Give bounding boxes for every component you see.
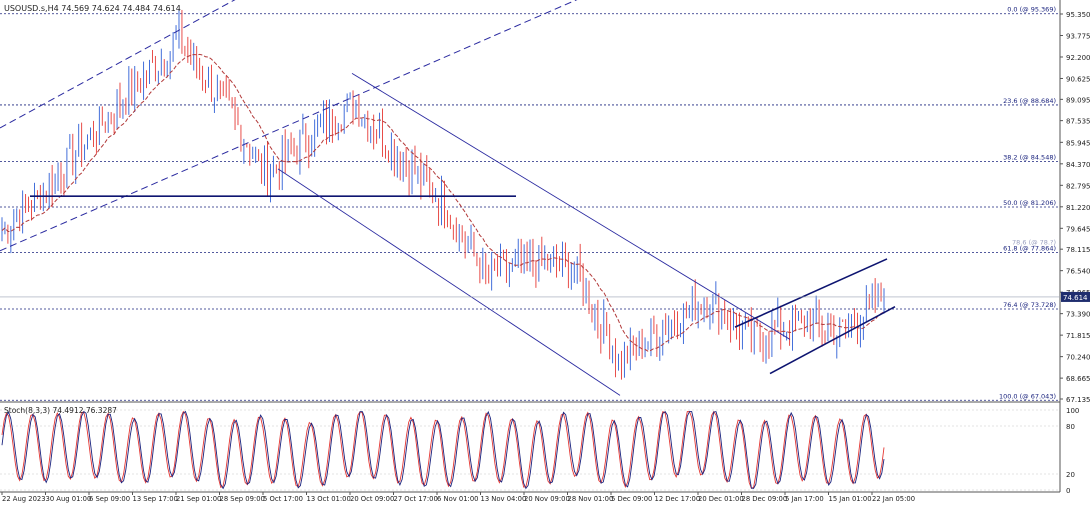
time-tick-label: 28 Dec 09:00 (742, 495, 788, 503)
time-tick-label: 6 Nov 01:00 (437, 495, 479, 503)
price-tick-label: 70.240 (1066, 354, 1090, 362)
time-tick-label: 20 Oct 09:00 (350, 495, 394, 503)
fib-level-label: 0.0 (@ 95.369) (1007, 6, 1056, 14)
price-tick-label: 92.200 (1066, 54, 1090, 62)
current-price-label: 74.614 (1063, 294, 1088, 302)
time-tick-label: 20 Dec 01:00 (698, 495, 744, 503)
time-tick-label: 6 Sep 09:00 (89, 495, 130, 503)
fib-level-label: 50.0 (@ 81.206) (1003, 199, 1056, 207)
time-tick-label: 5 Jan 17:00 (785, 495, 824, 503)
price-tick-label: 89.095 (1066, 96, 1090, 104)
price-tick-label: 84.370 (1066, 161, 1090, 169)
time-tick-label: 28 Nov 01:00 (568, 495, 614, 503)
time-tick-label: 21 Sep 01:00 (176, 495, 221, 503)
stochastic-tick-label: 80 (1066, 423, 1075, 431)
price-tick-label: 67.135 (1066, 396, 1090, 404)
time-tick-label: 27 Oct 17:00 (394, 495, 438, 503)
price-tick-label: 79.645 (1066, 225, 1090, 233)
time-tick-label: 28 Sep 09:00 (220, 495, 265, 503)
price-tick-label: 71.815 (1066, 332, 1090, 340)
moving-average-line (1, 53, 885, 352)
stochastic-tick-label: 100 (1066, 407, 1079, 415)
fib-level-label: 23.6 (@ 88.684) (1003, 97, 1056, 105)
stochastic-main-line (1, 410, 885, 490)
price-tick-label: 81.220 (1066, 204, 1090, 212)
price-tick-label: 78.115 (1066, 246, 1090, 254)
time-tick-label: 13 Nov 04:00 (481, 495, 527, 503)
price-tick-label: 82.795 (1066, 182, 1090, 190)
fib-level-label: 76.4 (@ 73.728) (1003, 301, 1056, 309)
time-tick-label: 5 Oct 17:00 (263, 495, 303, 503)
time-tick-label: 15 Jan 01:00 (829, 495, 872, 503)
current-price-box (1061, 291, 1090, 302)
time-tick-label: 13 Sep 17:00 (133, 495, 178, 503)
rising-channel-lower (769, 305, 896, 375)
fib-level-label: 100.0 (@ 67.043) (999, 392, 1056, 400)
rising-channel-upper (734, 258, 888, 328)
stochastic-label: Stoch(8,3,3) 74.4912 76.3287 (4, 406, 117, 415)
price-tick-label: 87.535 (1066, 118, 1090, 126)
price-tick-label: 93.775 (1066, 32, 1090, 40)
time-tick-label: 12 Dec 17:00 (655, 495, 701, 503)
price-tick-label: 68.665 (1066, 375, 1090, 383)
descending-channel-lower (277, 168, 621, 396)
price-tick-label: 85.945 (1066, 139, 1090, 147)
time-tick-label: 5 Dec 09:00 (611, 495, 652, 503)
stochastic-tick-label: 20 (1066, 471, 1075, 479)
price-tick-label: 73.390 (1066, 311, 1090, 319)
chart-header: USOUSD.s,H4 74.569 74.624 74.484 74.614 (4, 4, 181, 13)
fib-level-label: 38.2 (@ 84.548) (1003, 153, 1056, 161)
fib-extra-label: 78.6 (@ 78.?) (1012, 239, 1056, 247)
price-tick-label: 76.540 (1066, 268, 1090, 276)
time-tick-label: 22 Aug 2023 (2, 495, 46, 503)
price-tick-label: 90.625 (1066, 75, 1090, 83)
price-tick-label: 95.350 (1066, 11, 1090, 19)
descending-channel-upper (351, 72, 791, 340)
fib-level-label: 61.8 (@ 77.864) (1003, 245, 1056, 253)
time-tick-label: 22 Jan 05:00 (872, 495, 915, 503)
lower-channel-dashed-line (0, 0, 578, 252)
stochastic-tick-label: 0 (1066, 487, 1070, 495)
time-tick-label: 13 Oct 01:00 (307, 495, 351, 503)
time-tick-label: 30 Aug 01:00 (46, 495, 92, 503)
time-tick-label: 20 Nov 09:00 (524, 495, 570, 503)
upper-channel-dashed-line (0, 0, 236, 129)
stochastic-signal-line (1, 410, 885, 490)
